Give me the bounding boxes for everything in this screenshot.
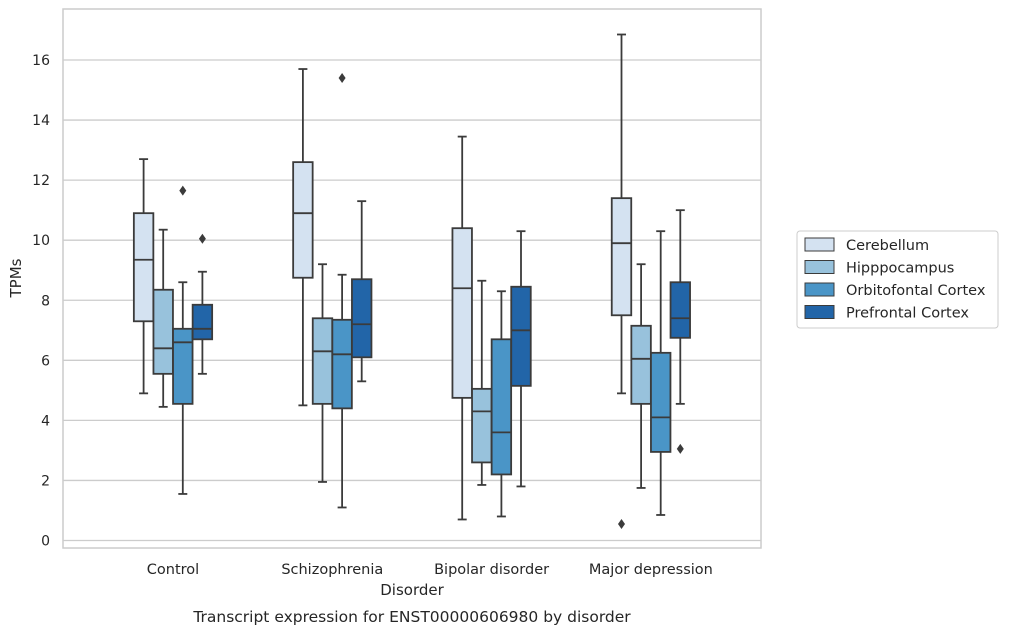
y-tick-label: 12: [32, 173, 50, 189]
box-iqr: [669, 281, 691, 339]
series-group: [191, 200, 691, 488]
box-iqr: [351, 278, 373, 359]
plot-area-frame: [62, 8, 762, 549]
outlier-point: [338, 73, 346, 84]
y-tick-label: 6: [41, 353, 50, 369]
y-tick-label: 10: [32, 233, 50, 249]
box-iqr: [152, 288, 174, 375]
figure-caption: Transcript expression for ENST0000060698…: [192, 608, 631, 626]
x-tick-label: Schizophrenia: [281, 562, 383, 578]
x-tick-label: Control: [147, 562, 199, 578]
outlier-point: [179, 185, 187, 196]
box-iqr: [292, 161, 314, 279]
box-orbitofontal-cortex: [650, 230, 672, 516]
box-iqr: [471, 387, 493, 464]
box-iqr: [451, 227, 473, 399]
x-tick-label: Bipolar disorder: [434, 562, 549, 578]
legend-label: Orbitofontal Cortex: [846, 283, 986, 299]
box-iqr: [311, 317, 334, 405]
legend-label: Prefrontal Cortex: [846, 306, 969, 322]
legend-swatch: [804, 260, 835, 274]
box-cerebellum: [132, 158, 155, 395]
outlier-point: [198, 233, 206, 244]
y-tick-labels: 0 2 4 6 8 10 12 14 16: [32, 53, 50, 549]
y-tick-label: 2: [41, 473, 50, 489]
box-cerebellum: [451, 135, 473, 521]
y-tick-label: 14: [32, 113, 50, 129]
box-prefrontal-cortex: [191, 233, 214, 375]
y-axis-label: TPMs: [7, 258, 25, 298]
box-iqr: [650, 351, 672, 453]
box-prefrontal-cortex: [351, 200, 373, 383]
series-group: [132, 33, 633, 529]
box-series-layer: [132, 33, 691, 529]
box-prefrontal-cortex: [669, 209, 691, 454]
legend-swatch: [804, 237, 835, 252]
outlier-point: [618, 518, 625, 529]
y-tick-label: 8: [41, 293, 50, 309]
box-iqr: [172, 327, 194, 405]
y-tick-label: 16: [32, 53, 50, 69]
box-iqr: [510, 285, 532, 387]
box-orbitofontal-cortex: [331, 73, 353, 509]
legend-label: Hipppocampus: [846, 261, 954, 277]
box-iqr: [191, 303, 214, 341]
legend-label: Cerebellum: [846, 238, 929, 254]
legend: Cerebellum Hipppocampus Orbitofontal Corte…: [796, 230, 999, 329]
box-orbitofontal-cortex: [490, 290, 513, 518]
x-tick-labels: Control Schizophrenia Bipolar disorder Majo…: [147, 562, 713, 578]
box-cerebellum: [610, 33, 633, 529]
box-hipppocampus: [311, 263, 334, 483]
series-group: [172, 73, 672, 518]
y-tick-label: 4: [41, 413, 50, 429]
legend-swatch: [804, 305, 835, 319]
y-tick-label: 0: [41, 534, 50, 550]
box-prefrontal-cortex: [510, 230, 532, 488]
box-iqr: [630, 324, 652, 405]
box-orbitofontal-cortex: [172, 185, 194, 495]
box-cerebellum: [292, 68, 314, 407]
box-iqr: [490, 338, 513, 476]
x-axis-label: Disorder: [380, 581, 444, 599]
legend-frame: [796, 230, 999, 329]
box-iqr: [610, 197, 633, 317]
legend-swatch: [804, 282, 835, 297]
box-iqr: [132, 212, 155, 323]
box-iqr: [331, 318, 353, 410]
outlier-point: [676, 443, 684, 454]
x-tick-label: Major depression: [589, 562, 713, 578]
